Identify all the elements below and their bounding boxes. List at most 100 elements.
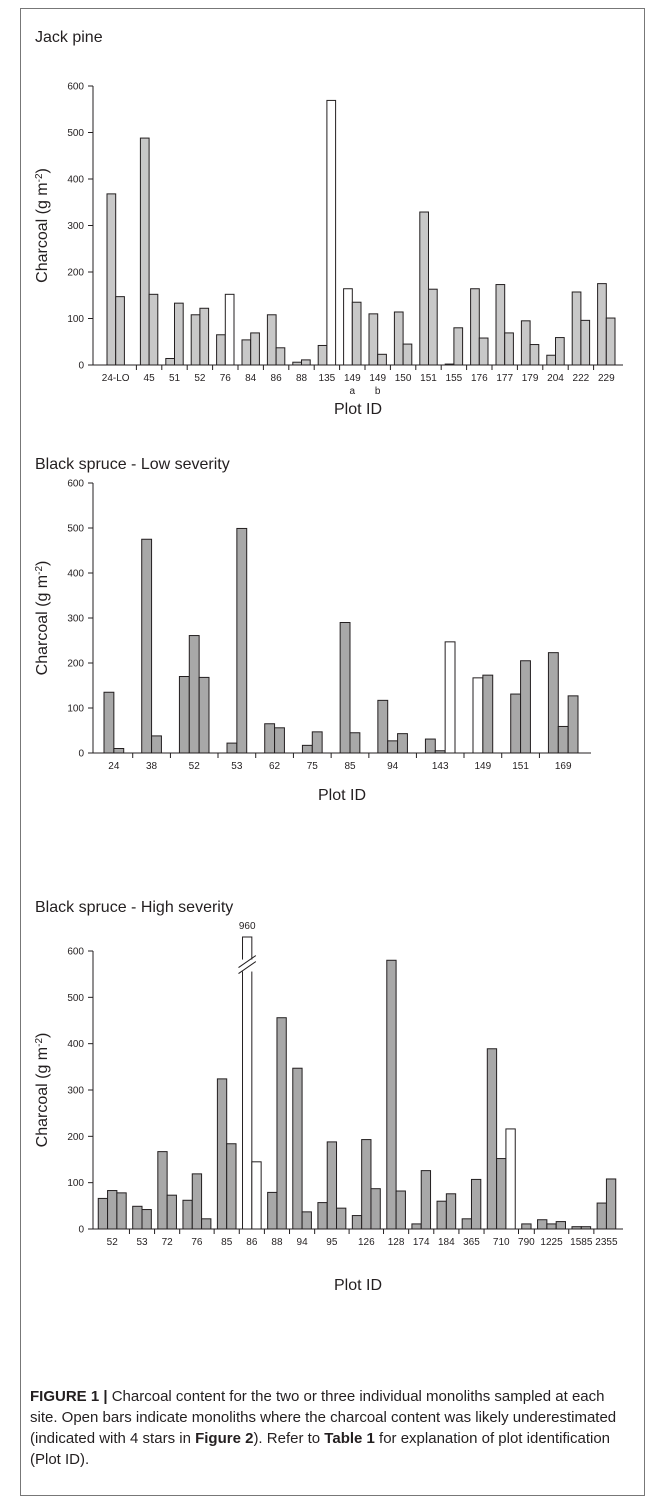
y-tick-label: 600: [67, 947, 84, 958]
caption-ref-figure: Figure 2: [195, 1430, 254, 1447]
y-tick-label: 0: [78, 361, 84, 372]
bar: [317, 344, 328, 366]
bar: [461, 1218, 472, 1230]
bar: [311, 731, 323, 754]
bar: [453, 327, 464, 366]
bar: [226, 1143, 237, 1230]
x-tick-label: 176: [471, 373, 488, 384]
bar: [141, 1209, 152, 1230]
broken-bar-value-label: 960: [239, 921, 256, 932]
x-tick-label: 52: [189, 761, 201, 772]
x-tick-label: 76: [191, 1237, 203, 1248]
x-tick-label: 149: [475, 761, 492, 772]
y-tick-label: 300: [67, 1086, 84, 1097]
bar: [198, 676, 210, 754]
x-tick-label: 790: [518, 1237, 535, 1248]
bar: [351, 301, 362, 366]
x-tick-label: 177: [496, 373, 513, 384]
bar: [301, 1211, 312, 1230]
bar: [472, 677, 484, 754]
chart-title: Black spruce - High severity: [35, 899, 233, 916]
x-tick-sublabel: a: [350, 386, 356, 397]
bar: [387, 740, 399, 754]
x-tick-label: 126: [358, 1237, 375, 1248]
x-tick-label: 88: [296, 373, 308, 384]
bar: [226, 742, 238, 754]
bar: [201, 1218, 212, 1230]
x-axis-label: Plot ID: [334, 1277, 382, 1294]
bar: [571, 291, 582, 366]
bar: [326, 1141, 338, 1230]
bar: [605, 1178, 617, 1230]
chart-black-spruce-low: Black spruce - Low severity Charcoal (g m…: [34, 456, 591, 804]
bar: [174, 302, 184, 366]
bar: [275, 347, 286, 366]
axis-break-mark: [238, 961, 257, 974]
bar: [580, 1226, 592, 1230]
bar: [264, 723, 276, 754]
bar: [178, 676, 190, 754]
bar: [377, 699, 389, 754]
bar: [351, 1215, 363, 1230]
bar: [402, 343, 413, 366]
y-tick-label: 0: [78, 1225, 84, 1236]
bar: [529, 344, 540, 366]
bar: [393, 311, 404, 366]
x-tick-label: 51: [169, 373, 181, 384]
x-axis-label: Plot ID: [318, 787, 366, 804]
bar: [537, 1219, 548, 1230]
bar: [216, 1078, 228, 1230]
x-tick-label: 710: [493, 1237, 510, 1248]
bar: [292, 1067, 303, 1230]
bar: [555, 1221, 566, 1230]
bar: [520, 660, 531, 754]
y-tick-label: 600: [67, 479, 84, 490]
bar: [116, 1192, 127, 1230]
bar: [188, 635, 200, 754]
bar: [339, 622, 351, 754]
bar: [555, 337, 565, 366]
bar: [224, 293, 235, 366]
bar: [190, 314, 201, 366]
x-tick-label: 222: [573, 373, 590, 384]
bar: [419, 211, 429, 366]
bar: [336, 1207, 347, 1230]
caption-text-2: ). Refer to: [253, 1430, 325, 1447]
bar: [605, 317, 616, 366]
bar: [317, 1202, 328, 1230]
x-tick-label: 151: [420, 373, 437, 384]
y-axis-label: Charcoal (g m-2): [34, 561, 51, 676]
bar: [292, 361, 302, 366]
y-tick-label: 400: [67, 1039, 84, 1050]
x-tick-label: 24-LO: [102, 373, 130, 384]
bar: [241, 339, 252, 366]
y-axis-label: Charcoal (g m-2): [34, 168, 51, 283]
caption-label: FIGURE 1 |: [30, 1388, 108, 1405]
bar: [349, 732, 361, 754]
x-tick-label: 94: [387, 761, 399, 772]
bar: [199, 307, 210, 366]
bar: [132, 1205, 143, 1230]
figure-caption: FIGURE 1 | Charcoal content for the two …: [30, 1386, 630, 1470]
bar: [267, 1191, 278, 1230]
x-tick-sublabel: b: [375, 386, 381, 397]
bar: [434, 750, 446, 754]
bar: [370, 1188, 381, 1230]
x-tick-label: 151: [512, 761, 529, 772]
bar: [567, 695, 579, 754]
bar: [482, 674, 494, 754]
bar: [301, 744, 313, 754]
x-tick-label: 149: [344, 373, 361, 384]
bar: [495, 284, 506, 366]
bar: [368, 313, 379, 366]
bar: [151, 735, 162, 754]
bar: [546, 1223, 557, 1230]
x-tick-label: 179: [522, 373, 539, 384]
bar: [510, 693, 522, 754]
y-tick-label: 200: [67, 1132, 84, 1143]
chart-title: Black spruce - Low severity: [35, 456, 230, 473]
bar: [557, 725, 569, 754]
x-tick-label: 155: [446, 373, 463, 384]
chart-title: Jack pine: [35, 29, 103, 46]
bar: [397, 733, 408, 754]
